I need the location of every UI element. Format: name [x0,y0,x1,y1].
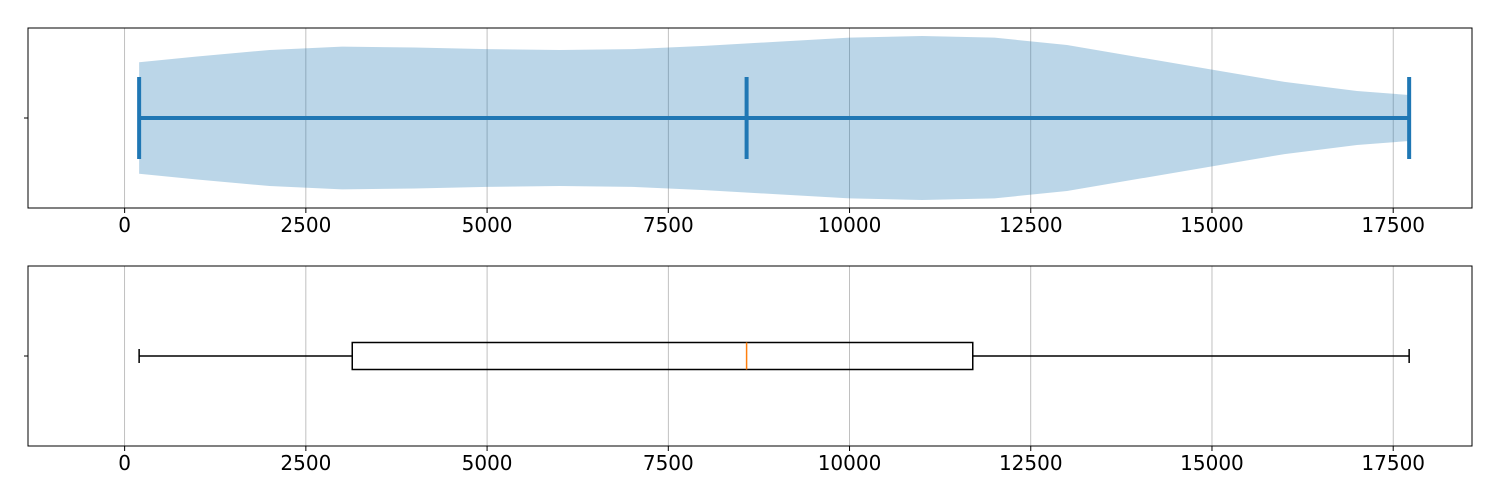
x-tick-label: 17500 [1361,451,1425,475]
box-iqr [351,341,974,371]
x-tick-label: 7500 [643,451,694,475]
x-tick-label: 15000 [1180,451,1244,475]
x-tick-label: 12500 [999,451,1063,475]
x-tick-label: 10000 [818,451,882,475]
x-tick-label: 0 [118,451,131,475]
x-tick-label: 15000 [1180,213,1244,237]
x-tick-label: 0 [118,213,131,237]
x-tick-label: 5000 [462,213,513,237]
x-tick-label: 2500 [280,213,331,237]
x-tick-label: 2500 [280,451,331,475]
x-tick-label: 5000 [462,451,513,475]
x-tick-label: 12500 [999,213,1063,237]
x-tick-label: 7500 [643,213,694,237]
x-tick-label: 10000 [818,213,882,237]
x-tick-label: 17500 [1361,213,1425,237]
box-plot-axes: 0 2500 5000 7500 10000 12500 15000 17500 [24,265,1473,475]
violin-plot-axes: 0 2500 5000 7500 10000 12500 15000 17500 [24,27,1473,237]
